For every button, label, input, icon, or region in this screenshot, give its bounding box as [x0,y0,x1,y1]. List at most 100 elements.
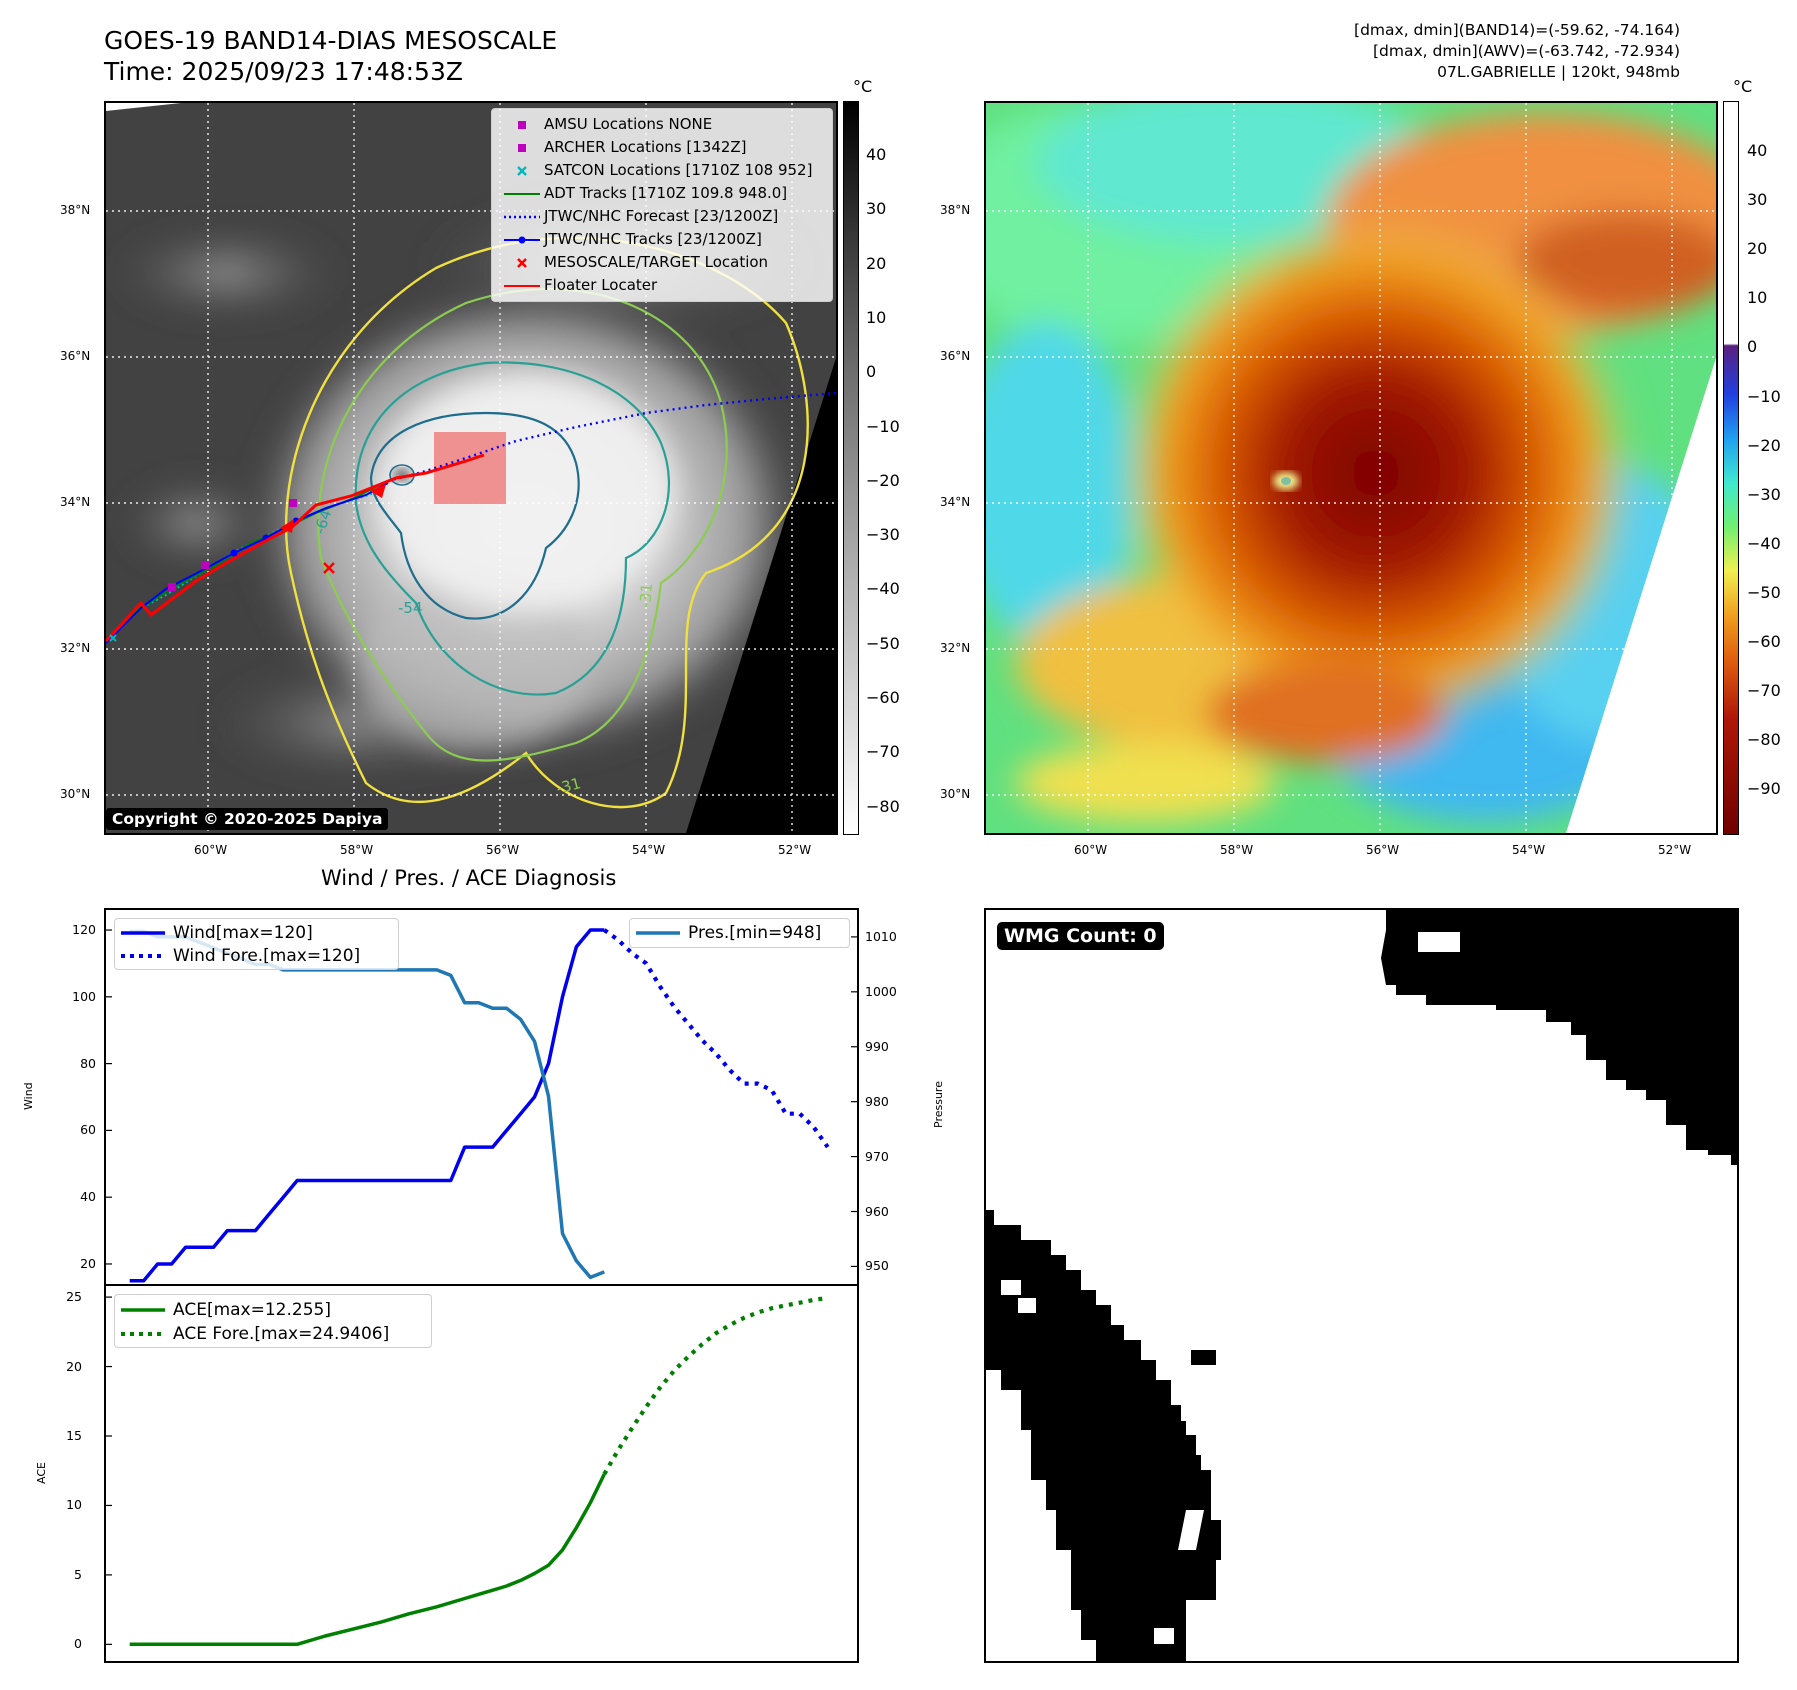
wind-legend: Wind[max=120] Wind Fore.[max=120] [114,918,399,970]
lon-label: 54°W [632,843,666,857]
colorbar-tick: −70 [1747,681,1781,701]
colorbar-tick: −40 [866,579,900,599]
ace-forecast-line [602,1295,828,1476]
pressure-axis-label: Pressure [932,1081,945,1128]
wind-tick-label: 20 [80,1255,96,1271]
colorbar-tick: −50 [866,633,900,653]
ir-colorbar [843,101,859,835]
lat-label: 36°N [940,349,971,363]
info-awv-range: [dmax, dmin](AWV)=(-63.742, -72.934) [1373,42,1680,60]
lat-label: 32°N [60,641,91,655]
colorbar-tick: −40 [1747,533,1781,553]
lat-label: 34°N [60,495,91,509]
lon-label: 56°W [1366,843,1400,857]
awv-map-image [986,103,1716,833]
wmg-mask [986,910,1737,1661]
lon-label: 58°W [340,843,374,857]
pressure-line [129,929,605,1280]
awv-map-panel [984,101,1718,835]
wind-tick-label: 40 [80,1189,96,1205]
wind-axis-label: Wind [22,1082,35,1110]
pressure-tick-label: 950 [865,1258,889,1274]
info-storm: 07L.GABRIELLE | 120kt, 948mb [1437,63,1680,81]
colorbar-tick: 30 [866,199,887,219]
forecast-track [387,391,836,483]
colorbar-tick: −30 [1747,484,1781,504]
wmg-panel: WMG Count: 0 [984,908,1739,1663]
wind-forecast-line [603,928,830,1149]
lat-label: 38°N [940,203,971,217]
map-legend: AMSU Locations NONE ARCHER Locations [13… [491,108,833,302]
wind-pressure-panel: Wind[max=120] Wind Fore.[max=120] Pres.[… [104,908,859,1286]
ace-line [129,1473,606,1647]
lat-label: 32°N [940,641,971,655]
pressure-tick-label: 1000 [865,983,897,999]
colorbar-tick: 40 [1747,141,1768,160]
pressure-tick-label: 970 [865,1148,889,1164]
pressure-tick-label: 990 [865,1038,889,1054]
colorbar-tick: −80 [866,796,900,816]
colorbar-tick: 20 [1747,239,1768,259]
colorbar-tick: 40 [866,145,887,164]
lat-label: 34°N [940,495,971,509]
colorbar-unit: °C [1733,77,1753,96]
archer-marker [289,499,297,507]
lon-label: 52°W [1658,843,1692,857]
pressure-legend: Pres.[min=948] [629,918,850,948]
colorbar-tick: −90 [1747,779,1781,799]
colorbar-tick: 10 [1747,288,1768,308]
colorbar-tick: 20 [866,253,887,273]
lon-label: 54°W [1512,843,1546,857]
lon-label: 58°W [1220,843,1254,857]
colorbar-tick: −10 [1747,386,1781,406]
ace-tick-label: 5 [74,1566,82,1582]
info-band14-range: [dmax, dmin](BAND14)=(-59.62, -74.164) [1354,21,1680,39]
lon-label: 60°W [1074,843,1108,857]
figure-title: GOES-19 BAND14-DIAS MESOSCALE [104,26,558,55]
colorbar-tick: −60 [866,688,900,707]
colorbar-tick: −20 [866,470,900,490]
diagnosis-title: Wind / Pres. / ACE Diagnosis [321,866,617,890]
lon-label: 56°W [486,843,520,857]
lon-label: 52°W [778,843,812,857]
satcon-marker [109,634,117,642]
target-marker [323,562,335,574]
wmg-count-badge: WMG Count: 0 [997,922,1164,950]
wind-line [129,928,605,1283]
colorbar-tick: −30 [866,525,900,545]
ace-panel: ACE[max=12.255] ACE Fore.[max=24.9406] [104,1284,859,1663]
colorbar-tick: 30 [1747,190,1768,210]
colorbar-tick: −60 [1747,632,1781,651]
ace-tick-label: 20 [66,1358,82,1374]
copyright-label: Copyright © 2020-2025 Dapiya [106,808,389,830]
awv-colorbar [1723,101,1739,835]
wind-tick-label: 60 [80,1122,96,1138]
ace-plot [106,1295,828,1647]
colorbar-tick: 0 [1747,337,1758,357]
lon-label: 60°W [194,843,228,857]
best-track [106,482,389,644]
ir-map-panel: -64 -54 -31 -31 [104,101,838,835]
colorbar-tick: −80 [1747,730,1781,750]
colorbar-tick: 10 [866,307,887,327]
pressure-tick-label: 960 [865,1203,889,1219]
figure-time: Time: 2025/09/23 17:48:53Z [104,57,463,86]
colorbar-tick: −50 [1747,582,1781,602]
colorbar-tick: 0 [866,362,877,382]
colorbar-tick: −20 [1747,435,1781,455]
pressure-tick-label: 1010 [865,928,897,944]
wind-tick-label: 120 [72,922,96,938]
lat-label: 30°N [60,787,91,801]
ace-tick-label: 15 [66,1428,82,1443]
colorbar-tick: −10 [866,416,900,436]
archer-marker [168,583,176,591]
colorbar-tick: −70 [866,742,900,762]
contour-label: -31 [554,774,582,798]
ace-axis-label: ACE [35,1462,48,1484]
contour-label: -54 [398,599,423,617]
lat-label: 36°N [60,349,91,363]
ace-tick-label: 0 [74,1636,82,1652]
wind-tick-label: 80 [80,1055,96,1071]
lat-label: 30°N [940,787,971,801]
ace-legend: ACE[max=12.255] ACE Fore.[max=24.9406] [114,1294,432,1348]
